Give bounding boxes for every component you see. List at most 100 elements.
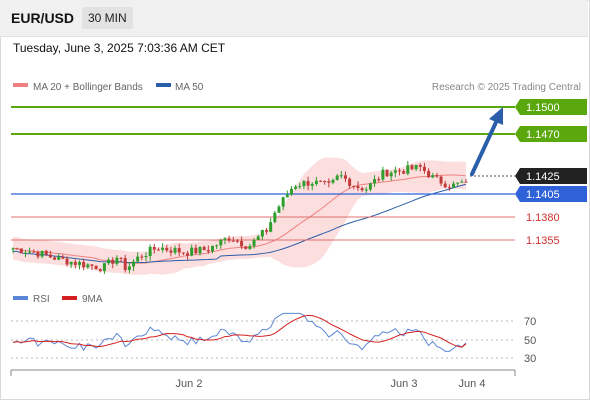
candle-body — [435, 175, 439, 177]
candle-body — [235, 240, 239, 242]
candle-body — [11, 248, 15, 250]
candle-body — [111, 259, 115, 264]
candle-body — [148, 246, 152, 257]
candle-body — [240, 240, 244, 247]
candle-body — [90, 264, 94, 266]
candle-body — [398, 170, 402, 172]
candle-body — [40, 250, 44, 257]
candle-body — [127, 266, 131, 270]
candle-body — [248, 246, 252, 249]
candle-body — [231, 240, 235, 242]
candle-body — [368, 183, 372, 190]
ma50-line — [12, 183, 467, 264]
candle-body — [23, 252, 27, 254]
rsi-ma-legend-label: 9MA — [82, 294, 103, 305]
candle-body — [385, 169, 389, 177]
candle-body — [102, 263, 106, 271]
candle-body — [36, 251, 40, 257]
candle-body — [44, 250, 48, 255]
candle-body — [464, 181, 468, 183]
timeframe-badge[interactable]: 30 MIN — [82, 7, 133, 29]
candle-body — [406, 165, 410, 174]
candle-body — [123, 258, 127, 270]
candle-body — [327, 181, 331, 183]
candle-body — [356, 186, 360, 189]
rsi-line — [12, 312, 467, 352]
candle-body — [198, 247, 202, 254]
candle-body — [223, 238, 227, 240]
candle-body — [456, 182, 460, 184]
forecast-arrowhead — [489, 107, 503, 125]
candle-body — [277, 206, 281, 213]
candle-body — [377, 179, 381, 181]
level-label-1380: 1.1380 — [526, 212, 560, 224]
candle-body — [244, 246, 248, 249]
candle-body — [443, 183, 447, 188]
candle-body — [402, 171, 406, 174]
candle-body — [252, 239, 256, 247]
candle-body — [98, 269, 102, 271]
candle-body — [422, 166, 426, 171]
level-label-current: 1.1425 — [515, 168, 587, 184]
candle-body — [206, 250, 210, 252]
candle-body — [136, 256, 140, 262]
rsi-legend-swatch — [13, 296, 28, 300]
candle-body — [298, 186, 302, 188]
candle-body — [460, 181, 464, 183]
candle-body — [65, 258, 69, 265]
rsi-ma-line — [12, 314, 467, 348]
candle-body — [210, 245, 214, 252]
ma20-line — [12, 174, 467, 264]
candle-body — [152, 246, 156, 250]
candle-body — [144, 256, 148, 258]
candle-body — [418, 164, 422, 167]
candle-body — [314, 180, 318, 184]
candle-body — [410, 165, 414, 170]
candle-body — [73, 261, 77, 265]
candle-body — [427, 170, 431, 178]
candle-body — [289, 188, 293, 195]
candle-body — [94, 265, 98, 270]
candle-body — [389, 172, 393, 177]
candle-body — [107, 259, 111, 264]
candle-body — [373, 179, 377, 184]
candle-body — [169, 250, 173, 253]
candle-body — [140, 256, 144, 258]
candle-body — [302, 181, 306, 187]
ma20-legend-swatch — [13, 83, 28, 87]
candle-body — [61, 256, 65, 259]
rsi-tick-70: 70 — [524, 316, 536, 328]
level-label-pivot: 1.1405 — [515, 186, 587, 202]
header-bar: EUR/USD 30 MIN — [0, 0, 588, 37]
level-label-1500: 1.1500 — [515, 99, 587, 115]
candle-body — [364, 189, 368, 191]
candle-body — [82, 262, 86, 268]
candle-body — [227, 238, 231, 241]
ma50-legend-swatch — [156, 83, 171, 87]
candle-body — [360, 188, 364, 191]
candle-body — [53, 257, 57, 260]
candle-body — [186, 253, 190, 256]
candle-body — [19, 248, 23, 254]
candle-body — [306, 181, 310, 186]
candle-body — [181, 252, 185, 254]
candle-body — [348, 178, 352, 186]
candle-body — [194, 247, 198, 254]
svg-text:1.1470: 1.1470 — [526, 129, 560, 141]
level-label-1355: 1.1355 — [526, 235, 560, 247]
candle-body — [69, 261, 73, 265]
candle-body — [335, 175, 339, 180]
x-label-jun3: Jun 3 — [391, 378, 418, 390]
candle-body — [339, 175, 343, 177]
level-label-1470: 1.1470 — [515, 126, 587, 142]
candle-body — [57, 256, 61, 260]
rsi-tick-50: 50 — [524, 335, 536, 347]
candle-body — [265, 230, 269, 232]
candle-body — [447, 187, 451, 189]
candle-body — [381, 169, 385, 180]
candle-body — [190, 247, 194, 256]
candle-body — [119, 257, 123, 259]
candle-body — [48, 254, 52, 258]
candle-body — [281, 197, 285, 207]
